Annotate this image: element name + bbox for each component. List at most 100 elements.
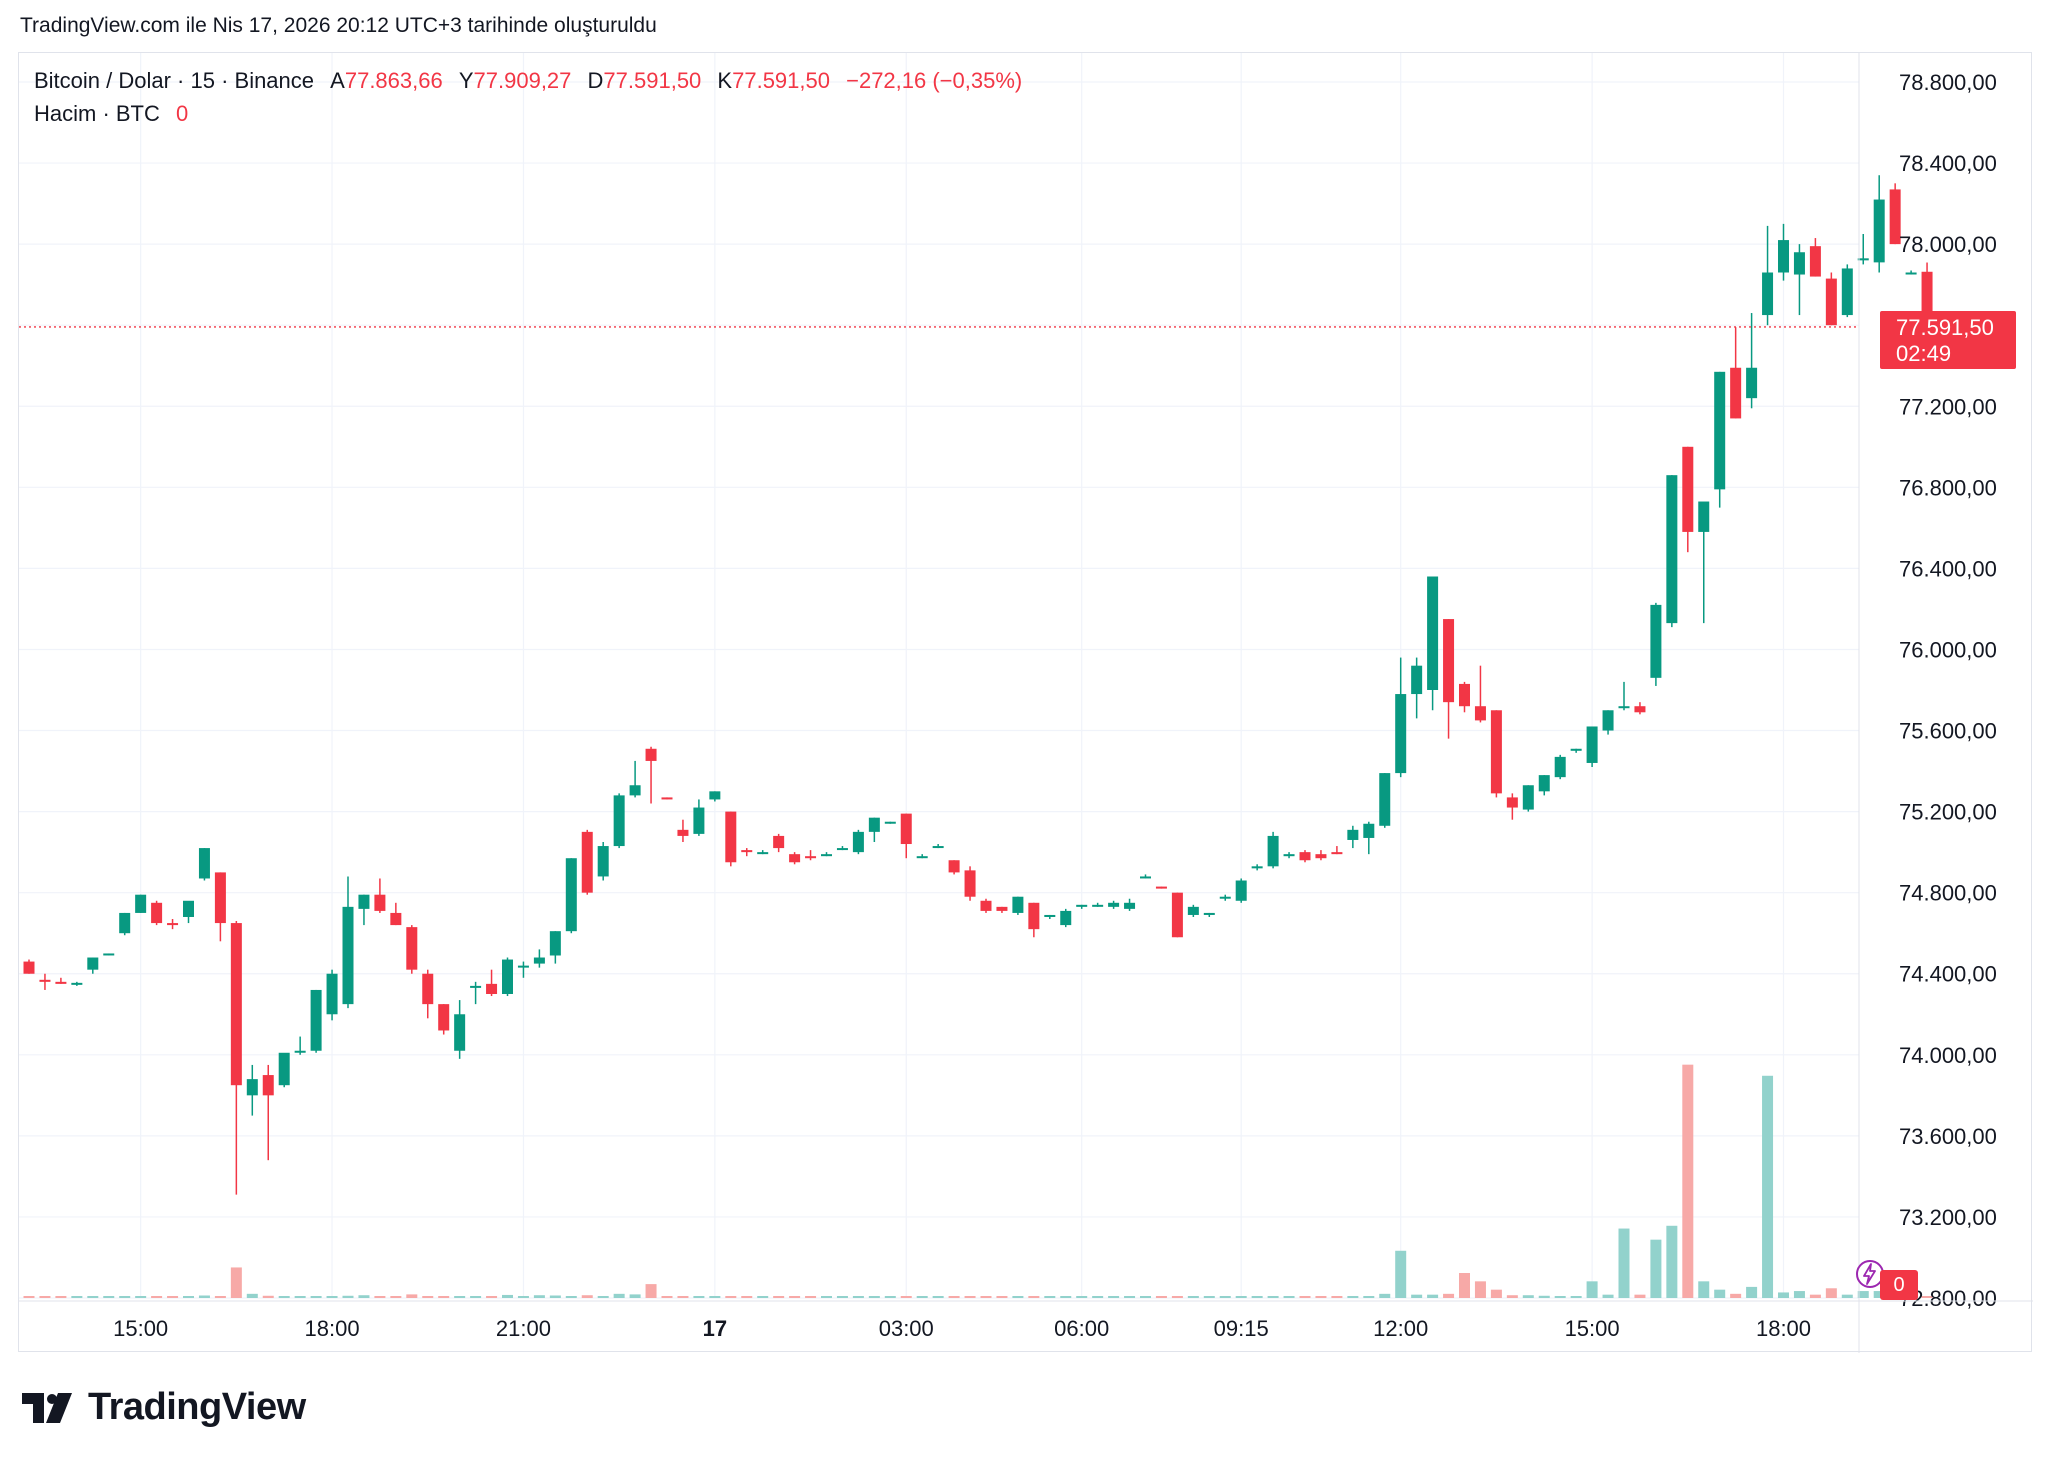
candle-body: [821, 854, 832, 857]
low-value: 77.591,50: [603, 68, 702, 93]
candle-body: [773, 835, 785, 849]
volume-bar: [693, 1296, 705, 1298]
volume-bar: [677, 1296, 689, 1298]
candle-body: [1522, 785, 1534, 810]
volume-legend[interactable]: Hacim · BTC 0: [34, 101, 188, 127]
volume-bar: [1379, 1293, 1391, 1298]
volume-bar: [167, 1296, 179, 1298]
candle-body: [1666, 475, 1678, 624]
candle-body: [1060, 910, 1072, 926]
candle-body: [1251, 866, 1263, 869]
volume-bar: [836, 1296, 848, 1298]
time-axis[interactable]: 15:00 18:00 21:00 17 03:00 06:00 09:15 12:00 15:…: [19, 1300, 2033, 1341]
symbol-title[interactable]: Bitcoin / Dolar · 15 · Binance: [34, 68, 315, 93]
volume-bar: [645, 1284, 657, 1298]
candle-body: [549, 931, 561, 956]
candle-body: [1267, 835, 1279, 867]
candle-body: [1889, 189, 1901, 245]
x-tick-label: 12:00: [1373, 1316, 1428, 1341]
last-price-value: 77.591,50: [1896, 315, 1994, 340]
candle-body: [709, 791, 721, 800]
candle-body: [884, 821, 896, 824]
volume-bar: [390, 1296, 402, 1298]
candle-body: [1044, 914, 1056, 917]
chart-caption: TradingView.com ile Nis 17, 2026 20:12 U…: [20, 14, 657, 37]
candle-body: [198, 848, 210, 879]
candle-body: [1506, 797, 1518, 808]
volume-bar: [1044, 1296, 1056, 1298]
volume-bar: [884, 1296, 896, 1298]
chart-frame[interactable]: 72.800,00 73.200,00 73.600,00 74.000,00 74.4…: [18, 52, 2033, 1353]
volume-bar: [1315, 1296, 1327, 1298]
volume-bar: [1762, 1075, 1774, 1298]
candle-body: [1012, 896, 1024, 913]
volume-title[interactable]: Hacim · BTC: [34, 101, 160, 126]
y-tick-label: 78.400,00: [1899, 151, 1997, 176]
volume-bar: [422, 1296, 434, 1298]
candle-body: [1028, 902, 1040, 930]
candle-body: [1825, 278, 1837, 326]
volume-bar: [1124, 1296, 1136, 1298]
price-chart[interactable]: 72.800,0073.200,0073.600,0074.000,0074.4…: [19, 53, 2033, 1353]
candle-body: [900, 813, 912, 845]
volume-bar: [1299, 1296, 1311, 1298]
y-tick-label: 74.800,00: [1899, 881, 1997, 906]
candle-body: [645, 748, 657, 761]
candle-body: [805, 856, 817, 859]
candle-body: [502, 959, 513, 994]
volume-bar: [1698, 1281, 1710, 1298]
candle-body: [135, 894, 147, 913]
volume-bar: [214, 1296, 226, 1298]
volume-bar: [39, 1296, 51, 1298]
x-tick-label: 17: [703, 1316, 727, 1341]
volume-bar: [868, 1296, 880, 1298]
volume-bar: [1203, 1296, 1215, 1298]
candle-body: [693, 807, 705, 834]
brand-name: TradingView: [88, 1386, 306, 1428]
volume-bar: [1857, 1291, 1869, 1298]
volume-bar: [1251, 1296, 1263, 1298]
candle-body: [1283, 854, 1295, 857]
candle-body: [1235, 880, 1247, 901]
candle-body: [1076, 904, 1088, 907]
volume-bar: [1076, 1296, 1088, 1298]
y-tick-label: 78.800,00: [1899, 70, 1997, 95]
symbol-legend[interactable]: Bitcoin / Dolar · 15 · Binance A77.863,6…: [34, 68, 1022, 94]
x-tick-label: 15:00: [1565, 1316, 1620, 1341]
tradingview-brand[interactable]: TradingView: [22, 1386, 306, 1429]
candle-body: [852, 831, 864, 853]
volume-bar: [1921, 1296, 1933, 1298]
candle-body: [55, 981, 67, 984]
volume-bar: [1283, 1296, 1295, 1298]
candle-body: [294, 1050, 306, 1053]
candle-body: [262, 1075, 274, 1096]
y-tick-label: 77.200,00: [1899, 394, 1997, 419]
volume-bar: [262, 1295, 274, 1298]
volume-bar: [326, 1296, 338, 1298]
candle-body: [868, 817, 880, 832]
volume-bar: [1618, 1228, 1630, 1298]
volume-bar: [87, 1296, 99, 1298]
close-label: K: [717, 68, 733, 93]
candle-body: [103, 953, 115, 956]
close-value: 77.591,50: [732, 68, 830, 93]
volume-bar: [1809, 1294, 1821, 1298]
candle-body: [916, 856, 928, 859]
volume-bar: [565, 1296, 577, 1298]
volume-bar: [549, 1295, 561, 1298]
y-tick-label: 73.600,00: [1899, 1124, 1997, 1149]
volume-bar: [773, 1296, 785, 1298]
volume-bar: [310, 1296, 322, 1298]
volume-bar: [948, 1296, 960, 1298]
high-value: 77.909,27: [473, 68, 572, 93]
candle-body: [1155, 886, 1167, 889]
volume-bar: [821, 1296, 832, 1298]
candle-body: [183, 900, 194, 917]
volume-bar: [980, 1296, 992, 1298]
candle-body: [677, 829, 689, 836]
volume-bar: [533, 1295, 545, 1298]
y-tick-label: 76.400,00: [1899, 556, 1997, 581]
volume-bar: [1235, 1296, 1247, 1298]
candle-body: [406, 927, 418, 970]
volume-bar: [1012, 1296, 1024, 1298]
